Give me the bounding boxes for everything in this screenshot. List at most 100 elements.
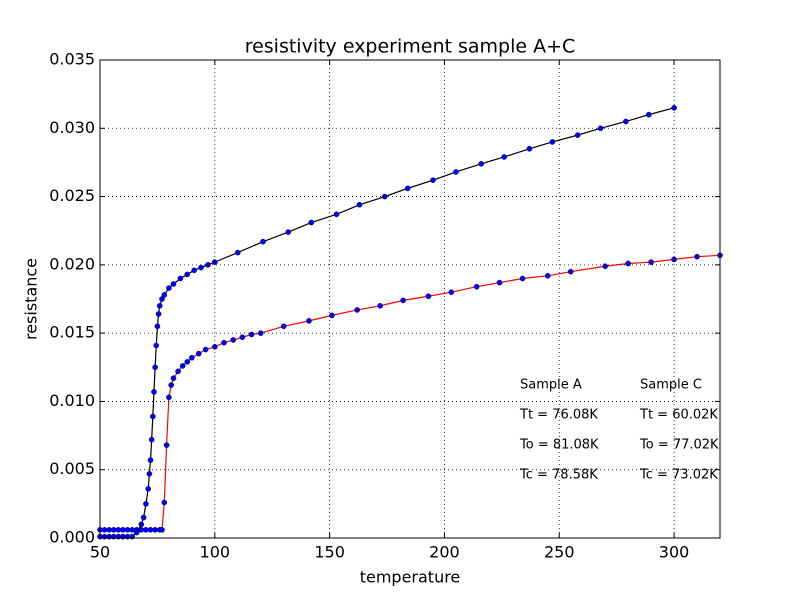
data-point	[170, 281, 177, 287]
y-axis-label: resistance	[22, 258, 41, 340]
data-point	[425, 293, 432, 300]
data-point	[567, 268, 574, 275]
data-point	[177, 275, 184, 282]
y-tick-label: 0.030	[49, 118, 95, 137]
data-point	[230, 337, 236, 343]
data-point	[145, 486, 152, 492]
data-point	[496, 279, 503, 286]
y-tick-label: 0.015	[49, 323, 95, 342]
data-point	[175, 368, 181, 375]
data-point	[184, 359, 191, 365]
data-point	[473, 283, 480, 290]
data-point	[549, 139, 556, 145]
plot-area	[97, 105, 723, 540]
data-point	[195, 350, 202, 357]
data-point	[646, 111, 652, 118]
data-point	[329, 312, 335, 319]
y-tick-label: 0.020	[49, 254, 95, 273]
data-point	[694, 253, 700, 260]
data-point	[519, 275, 526, 282]
annotation: Sample C	[640, 378, 702, 393]
annotation: Tc = 73.02K	[639, 468, 718, 483]
data-point	[671, 105, 677, 111]
data-point	[501, 154, 507, 160]
data-point	[161, 499, 168, 506]
data-point	[602, 263, 608, 270]
data-point	[354, 307, 360, 313]
data-point	[205, 262, 211, 268]
data-point	[333, 211, 340, 218]
data-point	[453, 169, 459, 175]
data-point	[155, 311, 162, 317]
data-point	[166, 285, 172, 291]
y-tick-label: 0.025	[49, 186, 95, 205]
data-point	[448, 289, 455, 295]
data-point	[191, 267, 197, 274]
data-point	[170, 375, 177, 382]
data-point	[526, 145, 533, 152]
data-point	[154, 323, 161, 330]
x-axis-label: temperature	[360, 568, 461, 587]
data-point	[138, 521, 145, 528]
data-point	[156, 303, 163, 309]
data-point	[163, 442, 170, 448]
data-point	[623, 118, 629, 125]
data-point	[202, 346, 209, 353]
data-point	[159, 527, 165, 533]
data-point	[285, 229, 292, 235]
x-tick-label: 200	[429, 543, 460, 562]
y-tick-label: 0.000	[49, 528, 95, 547]
data-point	[166, 394, 172, 401]
data-point	[239, 334, 246, 341]
data-point	[356, 201, 363, 208]
annotation: To = 81.08K	[519, 438, 599, 453]
data-point	[234, 249, 241, 256]
data-point	[221, 339, 227, 346]
data-point	[280, 323, 287, 330]
x-tick-label: 150	[314, 543, 345, 562]
data-point	[143, 501, 149, 507]
data-point	[430, 177, 436, 183]
data-line	[100, 107, 675, 538]
data-point	[648, 259, 654, 265]
data-point	[306, 318, 312, 324]
data-point	[140, 514, 147, 521]
data-point	[671, 256, 677, 263]
data-point	[248, 331, 255, 338]
annotation: Tt = 76.08K	[519, 408, 598, 423]
data-point	[404, 185, 411, 192]
data-point	[150, 413, 156, 420]
y-tick-label: 0.010	[49, 391, 95, 410]
data-point	[377, 303, 383, 309]
data-point	[198, 264, 204, 271]
x-tick-label: 250	[544, 543, 575, 562]
x-tick-label: 100	[200, 543, 231, 562]
data-point	[189, 354, 195, 361]
data-point	[148, 436, 155, 443]
data-point	[151, 389, 157, 395]
data-point	[153, 342, 160, 349]
y-tick-label: 0.005	[49, 459, 95, 478]
chart-title: resistivity experiment sample A+C	[245, 36, 576, 58]
data-point	[574, 132, 581, 138]
y-tick-label: 0.035	[49, 50, 95, 69]
data-point	[152, 364, 158, 371]
data-point	[308, 219, 315, 226]
annotation: Tt = 60.02K	[639, 408, 718, 423]
annotation: Sample A	[520, 378, 582, 393]
data-point	[400, 297, 406, 304]
data-point	[544, 272, 551, 279]
data-point	[147, 457, 154, 463]
plot-frame	[99, 59, 721, 539]
data-point	[161, 292, 168, 298]
annotation: To = 77.02K	[639, 438, 719, 453]
x-tick-label: 300	[659, 543, 690, 562]
x-tick-label: 50	[90, 543, 110, 562]
data-point	[184, 271, 191, 278]
data-point	[168, 382, 174, 388]
data-point	[478, 160, 484, 167]
data-point	[260, 238, 266, 245]
data-line	[100, 254, 721, 531]
data-point	[133, 529, 140, 536]
